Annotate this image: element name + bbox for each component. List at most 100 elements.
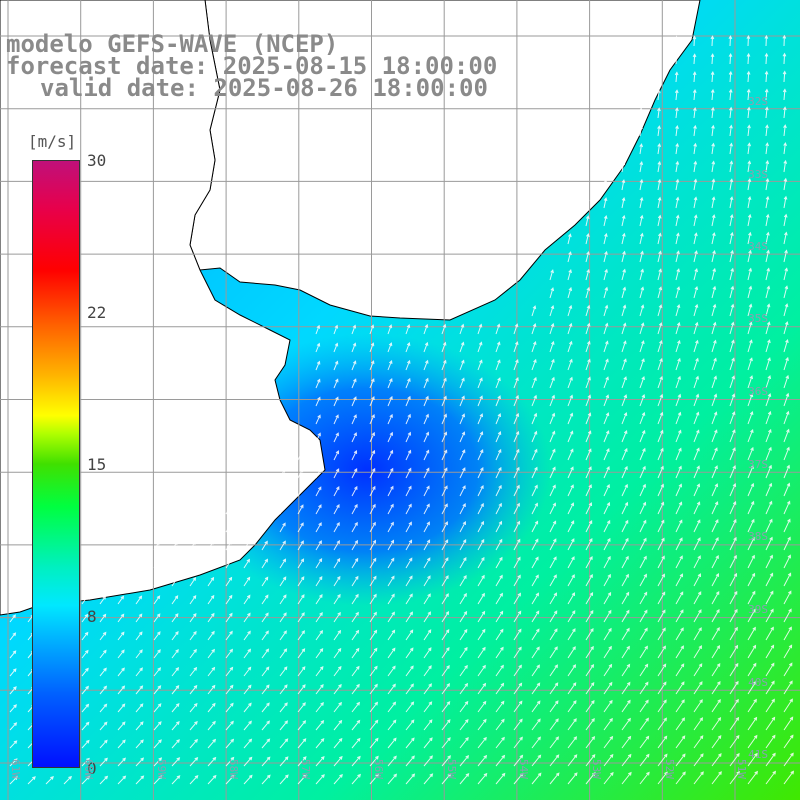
wind-arrow: [477, 718, 487, 731]
wind-arrow: [603, 286, 609, 299]
wind-arrow: [639, 429, 646, 443]
wind-arrow: [81, 703, 90, 713]
wind-arrow: [693, 142, 698, 155]
wind-arrow: [405, 773, 416, 785]
wind-arrow: [225, 612, 233, 623]
wind-arrow: [207, 684, 216, 695]
wind-arrow: [675, 124, 679, 137]
wind-arrow: [549, 430, 556, 443]
wind-arrow: [711, 519, 719, 533]
wind-arrow: [189, 702, 198, 713]
wind-arrow: [675, 771, 686, 785]
wind-arrow: [603, 232, 608, 245]
wind-arrow: [297, 612, 305, 623]
wind-arrow: [279, 756, 289, 767]
wind-arrow: [747, 698, 757, 713]
wind-arrow: [279, 648, 288, 659]
wind-arrow: [477, 449, 484, 461]
wind-arrow: [351, 737, 361, 749]
wind-arrow: [117, 649, 125, 659]
wind-arrow: [315, 522, 322, 533]
wind-arrow: [495, 538, 503, 551]
wind-arrow: [153, 559, 160, 569]
wind-arrow: [783, 267, 789, 281]
wind-arrow: [710, 88, 715, 101]
wind-arrow: [81, 667, 89, 677]
wind-arrow: [639, 555, 647, 569]
wind-arrow: [315, 432, 321, 443]
wind-arrow: [297, 738, 307, 749]
wind-arrow: [333, 396, 339, 407]
wind-arrow: [675, 663, 685, 677]
wind-arrow: [513, 610, 522, 623]
wind-arrow: [369, 503, 376, 515]
wind-arrow: [567, 340, 573, 353]
wind-arrow: [9, 614, 16, 623]
wind-arrow: [549, 718, 559, 731]
wind-arrow: [783, 321, 789, 335]
wind-arrow: [747, 626, 756, 641]
wind-arrow: [189, 684, 198, 695]
wind-arrow: [297, 774, 307, 785]
wind-arrow: [243, 756, 253, 767]
wind-arrow: [333, 629, 342, 641]
wind-arrow: [764, 88, 769, 101]
wind-arrow: [531, 430, 538, 443]
wind-arrow: [99, 685, 108, 695]
wind-arrow: [405, 431, 412, 443]
wind-arrow: [585, 663, 595, 677]
wind-arrow: [692, 71, 697, 83]
forecast-date: forecast date: 2025-08-15 18:00:00: [6, 52, 498, 80]
wind-arrow: [783, 410, 790, 425]
wind-arrow: [783, 285, 789, 299]
wind-arrow: [603, 717, 613, 731]
wind-arrow: [603, 555, 611, 569]
wind-arrow: [531, 340, 537, 353]
wind-arrow: [423, 377, 429, 389]
wind-arrow: [783, 770, 795, 785]
wind-arrow: [783, 159, 788, 173]
wind-arrow: [765, 285, 771, 299]
wind-arrow: [207, 702, 216, 713]
wind-arrow: [459, 556, 467, 569]
wind-arrow: [423, 521, 430, 533]
wind-arrow: [279, 522, 286, 533]
wind-arrow: [657, 178, 662, 191]
wind-arrow: [261, 612, 269, 623]
wind-arrow: [333, 737, 343, 749]
wind-arrow: [243, 612, 251, 623]
lat-label: 37S: [748, 458, 768, 471]
wind-arrow: [675, 196, 680, 209]
wind-arrow: [117, 595, 125, 605]
wind-arrow: [333, 378, 339, 389]
wind-arrow: [783, 752, 794, 767]
wind-arrow: [531, 610, 540, 623]
wind-arrow: [639, 375, 645, 389]
wind-arrow: [531, 700, 541, 713]
wind-arrow: [603, 268, 608, 281]
wind-arrow: [693, 537, 701, 551]
wind-arrow: [207, 522, 214, 533]
wind-arrow: [495, 592, 503, 605]
wind-arrow: [549, 574, 557, 587]
wind-arrow: [729, 106, 733, 119]
wind-arrow: [746, 52, 751, 65]
wind-arrow: [729, 178, 734, 191]
wind-arrow: [423, 593, 431, 605]
wind-arrow: [351, 575, 359, 587]
wind-arrow: [225, 738, 235, 749]
wind-arrow: [675, 465, 682, 479]
wind-arrow: [765, 770, 776, 785]
wind-arrow: [423, 449, 430, 461]
wind-arrow: [441, 719, 451, 731]
wind-arrow: [675, 232, 680, 245]
wind-arrow: [117, 577, 124, 587]
wind-arrow: [567, 286, 573, 299]
wind-arrow: [585, 268, 590, 281]
wind-arrow: [351, 521, 358, 533]
wind-arrow: [729, 644, 739, 659]
wind-arrow: [657, 555, 665, 569]
wind-arrow: [279, 720, 289, 731]
wind-arrow: [549, 754, 560, 767]
wind-arrow: [315, 450, 322, 461]
